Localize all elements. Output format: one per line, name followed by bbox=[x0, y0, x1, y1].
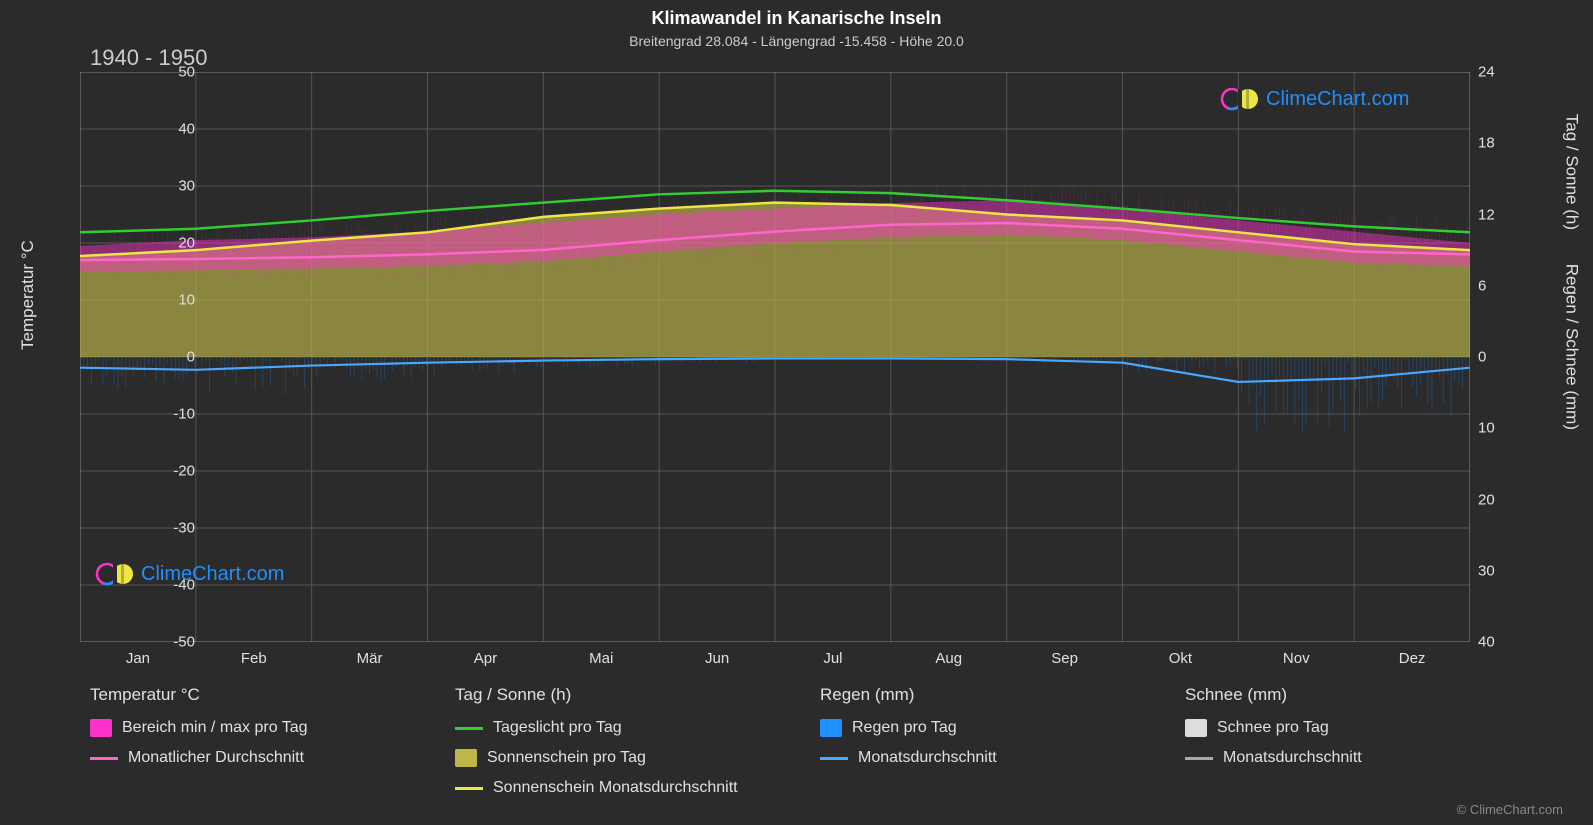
y-tick-left: 40 bbox=[155, 121, 195, 138]
watermark-text: ClimeChart.com bbox=[141, 563, 284, 586]
x-tick: Aug bbox=[935, 650, 962, 667]
x-tick: Nov bbox=[1283, 650, 1310, 667]
legend-swatch bbox=[90, 757, 118, 760]
legend-label: Monatsdurchschnitt bbox=[1223, 749, 1362, 767]
legend-col-rain: Regen (mm) Regen pro Tag Monatsdurchschni… bbox=[820, 685, 1125, 809]
y-tick-right: 0 bbox=[1478, 349, 1486, 366]
legend-header: Regen (mm) bbox=[820, 685, 1125, 705]
legend: Temperatur °C Bereich min / max pro Tag M… bbox=[90, 685, 1490, 809]
y-tick-left: 20 bbox=[155, 235, 195, 252]
legend-item: Sonnenschein pro Tag bbox=[455, 749, 760, 767]
y-tick-right: 6 bbox=[1478, 277, 1486, 294]
y-tick-right: 40 bbox=[1478, 634, 1495, 651]
legend-col-sun: Tag / Sonne (h) Tageslicht pro Tag Sonnen… bbox=[455, 685, 760, 809]
x-tick: Mai bbox=[589, 650, 613, 667]
legend-label: Schnee pro Tag bbox=[1217, 719, 1329, 737]
x-tick: Okt bbox=[1169, 650, 1192, 667]
legend-swatch bbox=[90, 719, 112, 737]
legend-header: Temperatur °C bbox=[90, 685, 395, 705]
legend-swatch bbox=[820, 757, 848, 760]
legend-swatch bbox=[820, 719, 842, 737]
y-tick-left: 30 bbox=[155, 178, 195, 195]
legend-col-snow: Schnee (mm) Schnee pro Tag Monatsdurchsch… bbox=[1185, 685, 1490, 809]
legend-swatch bbox=[455, 787, 483, 790]
y-tick-right: 10 bbox=[1478, 420, 1495, 437]
y-tick-left: 10 bbox=[155, 292, 195, 309]
legend-swatch bbox=[1185, 757, 1213, 760]
y-tick-left: -30 bbox=[155, 520, 195, 537]
legend-label: Regen pro Tag bbox=[852, 719, 957, 737]
legend-item: Schnee pro Tag bbox=[1185, 719, 1490, 737]
legend-item: Bereich min / max pro Tag bbox=[90, 719, 395, 737]
legend-item: Monatsdurchschnitt bbox=[820, 749, 1125, 767]
y-tick-right: 30 bbox=[1478, 562, 1495, 579]
legend-label: Sonnenschein Monatsdurchschnitt bbox=[493, 779, 738, 797]
y-tick-left: 50 bbox=[155, 64, 195, 81]
logo-icon bbox=[1220, 85, 1260, 113]
legend-item: Regen pro Tag bbox=[820, 719, 1125, 737]
legend-header: Schnee (mm) bbox=[1185, 685, 1490, 705]
legend-header: Tag / Sonne (h) bbox=[455, 685, 760, 705]
legend-label: Sonnenschein pro Tag bbox=[487, 749, 646, 767]
legend-label: Bereich min / max pro Tag bbox=[122, 719, 308, 737]
y-axis-left-label: Temperatur °C bbox=[18, 240, 38, 350]
watermark-text: ClimeChart.com bbox=[1266, 88, 1409, 111]
legend-swatch bbox=[455, 749, 477, 767]
x-tick: Apr bbox=[474, 650, 497, 667]
x-tick: Dez bbox=[1399, 650, 1426, 667]
copyright: © ClimeChart.com bbox=[1457, 802, 1563, 817]
legend-item: Monatsdurchschnitt bbox=[1185, 749, 1490, 767]
y-axis-right-top-label: Tag / Sonne (h) bbox=[1561, 114, 1581, 230]
legend-label: Tageslicht pro Tag bbox=[493, 719, 622, 737]
x-tick: Feb bbox=[241, 650, 267, 667]
chart-container: Klimawandel in Kanarische Inseln Breiten… bbox=[0, 0, 1593, 825]
y-tick-left: -50 bbox=[155, 634, 195, 651]
plot-svg bbox=[80, 72, 1470, 642]
y-tick-left: -20 bbox=[155, 463, 195, 480]
y-tick-right: 20 bbox=[1478, 491, 1495, 508]
x-tick: Jan bbox=[126, 650, 150, 667]
legend-label: Monatsdurchschnitt bbox=[858, 749, 997, 767]
x-tick: Mär bbox=[357, 650, 383, 667]
legend-item: Tageslicht pro Tag bbox=[455, 719, 760, 737]
plot-area bbox=[80, 72, 1470, 642]
y-tick-right: 18 bbox=[1478, 135, 1495, 152]
y-tick-right: 12 bbox=[1478, 206, 1495, 223]
y-tick-left: -10 bbox=[155, 406, 195, 423]
y-axis-right-bottom-label: Regen / Schnee (mm) bbox=[1561, 264, 1581, 430]
x-tick: Jun bbox=[705, 650, 729, 667]
watermark-top: ClimeChart.com bbox=[1220, 85, 1409, 113]
chart-title: Klimawandel in Kanarische Inseln bbox=[0, 0, 1593, 29]
legend-item: Sonnenschein Monatsdurchschnitt bbox=[455, 779, 760, 797]
legend-col-temp: Temperatur °C Bereich min / max pro Tag M… bbox=[90, 685, 395, 809]
x-tick: Jul bbox=[823, 650, 842, 667]
logo-icon bbox=[95, 560, 135, 588]
legend-swatch bbox=[1185, 719, 1207, 737]
legend-swatch bbox=[455, 727, 483, 730]
watermark-bottom: ClimeChart.com bbox=[95, 560, 284, 588]
y-tick-right: 24 bbox=[1478, 64, 1495, 81]
x-tick: Sep bbox=[1051, 650, 1078, 667]
legend-item: Monatlicher Durchschnitt bbox=[90, 749, 395, 767]
chart-subtitle: Breitengrad 28.084 - Längengrad -15.458 … bbox=[0, 29, 1593, 49]
legend-label: Monatlicher Durchschnitt bbox=[128, 749, 304, 767]
y-tick-left: 0 bbox=[155, 349, 195, 366]
